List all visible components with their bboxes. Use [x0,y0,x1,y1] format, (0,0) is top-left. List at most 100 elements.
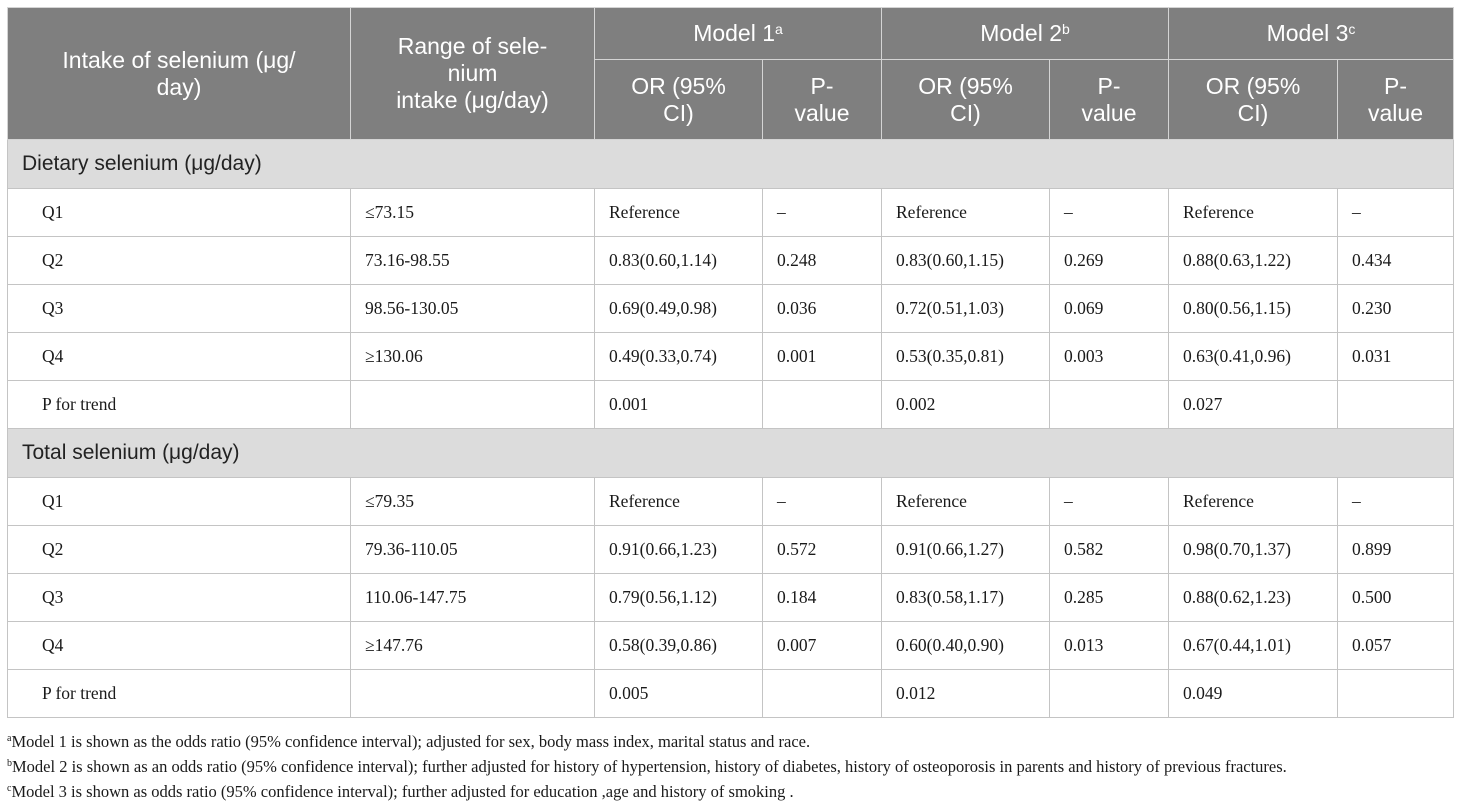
range-cell [350,380,595,429]
quintile-cell: Q1 [7,188,351,237]
section-row: Total selenium (μg/day) [6,428,1455,478]
model1-or-cell: 0.001 [594,380,763,429]
table-header: Intake of selenium (μg/ day) Range of se… [7,7,1455,140]
header-model-3: Model 3c [1167,7,1455,60]
table-row: Q1 ≤79.35 Reference – Reference – Reference – [7,477,1455,526]
model3-p-cell: 0.230 [1336,284,1455,333]
range-cell: ≤79.35 [350,477,595,526]
model1-p-cell: 0.036 [762,284,882,333]
header-or-ci: OR (95% CI) [1168,59,1338,140]
range-cell: ≤73.15 [350,188,595,237]
model3-p-cell [1336,380,1455,429]
model3-p-cell: 0.434 [1336,236,1455,285]
section-row: Dietary selenium (μg/day) [6,139,1455,189]
results-table-container: Intake of selenium (μg/ day) Range of se… [6,7,1455,718]
quintile-cell: Q2 [7,236,351,285]
model3-or-cell: 0.049 [1168,669,1338,718]
table-body: Dietary selenium (μg/day) Q1 ≤73.15 Referen… [6,139,1455,718]
model3-p-cell: 0.031 [1336,332,1455,381]
range-cell: ≥130.06 [350,332,595,381]
model1-or-cell: 0.69(0.49,0.98) [594,284,763,333]
model3-p-cell: 0.500 [1336,573,1455,622]
model1-or-cell: 0.49(0.33,0.74) [594,332,763,381]
model3-p-cell: – [1336,188,1455,237]
header-model-2: Model 2b [881,7,1169,60]
model3-or-cell: Reference [1168,477,1338,526]
table-row: Q4 ≥147.76 0.58(0.39,0.86) 0.007 0.60(0.40,0… [7,621,1455,670]
model3-or-cell: Reference [1168,188,1338,237]
model2-p-cell [1049,669,1169,718]
range-cell [350,669,595,718]
section-title: Total selenium (μg/day) [6,428,1455,478]
quintile-cell: Q2 [7,525,351,574]
table-row: P for trend 0.001 0.002 0.027 [7,380,1455,429]
model1-p-cell: – [762,188,882,237]
model3-or-cell: 0.98(0.70,1.37) [1168,525,1338,574]
model2-or-cell: Reference [881,477,1050,526]
model2-or-cell: 0.53(0.35,0.81) [881,332,1050,381]
model2-p-cell: 0.582 [1049,525,1169,574]
model2-p-cell: 0.069 [1049,284,1169,333]
header-p-value: P- value [762,59,882,140]
model2-or-cell: 0.002 [881,380,1050,429]
table-row: Q3 98.56-130.05 0.69(0.49,0.98) 0.036 0.72(0… [7,284,1455,333]
model2-p-cell: 0.003 [1049,332,1169,381]
range-cell: 98.56-130.05 [350,284,595,333]
model3-or-cell: 0.027 [1168,380,1338,429]
table-row: Q4 ≥130.06 0.49(0.33,0.74) 0.001 0.53(0.35,0… [7,332,1455,381]
section-title: Dietary selenium (μg/day) [6,139,1455,189]
model1-p-cell: – [762,477,882,526]
model2-p-cell: 0.013 [1049,621,1169,670]
model1-p-cell [762,669,882,718]
model3-or-cell: 0.88(0.63,1.22) [1168,236,1338,285]
quintile-cell: Q4 [7,332,351,381]
table-row: P for trend 0.005 0.012 0.049 [7,669,1455,718]
model2-p-cell: 0.285 [1049,573,1169,622]
quintile-cell: P for trend [7,669,351,718]
quintile-cell: Q1 [7,477,351,526]
model2-or-cell: 0.83(0.60,1.15) [881,236,1050,285]
footnote: aModel 1 is shown as the odds ratio (95%… [7,732,811,751]
model1-p-cell: 0.248 [762,236,882,285]
model2-p-cell: – [1049,188,1169,237]
table-row: Q3 110.06-147.75 0.79(0.56,1.12) 0.184 0.83(… [7,573,1455,622]
model3-p-cell: 0.899 [1336,525,1455,574]
model1-p-cell: 0.001 [762,332,882,381]
model1-or-cell: Reference [594,477,763,526]
table-row: Q2 79.36-110.05 0.91(0.66,1.23) 0.572 0.91(0… [7,525,1455,574]
header-p-value: P- value [1049,59,1169,140]
model2-p-cell [1049,380,1169,429]
quintile-cell: Q3 [7,573,351,622]
range-cell: ≥147.76 [350,621,595,670]
quintile-cell: Q4 [7,621,351,670]
model2-or-cell: 0.72(0.51,1.03) [881,284,1050,333]
model3-or-cell: 0.63(0.41,0.96) [1168,332,1338,381]
model2-p-cell: 0.269 [1049,236,1169,285]
model1-or-cell: 0.58(0.39,0.86) [594,621,763,670]
model2-or-cell: Reference [881,188,1050,237]
model1-p-cell: 0.007 [762,621,882,670]
model2-or-cell: 0.91(0.66,1.27) [881,525,1050,574]
model3-p-cell: – [1336,477,1455,526]
model1-or-cell: Reference [594,188,763,237]
model3-or-cell: 0.88(0.62,1.23) [1168,573,1338,622]
header-range: Range of sele- nium intake (μg/day) [350,7,595,140]
model3-p-cell [1336,669,1455,718]
model2-or-cell: 0.60(0.40,0.90) [881,621,1050,670]
model1-or-cell: 0.83(0.60,1.14) [594,236,763,285]
header-or-ci: OR (95% CI) [881,59,1050,140]
model1-p-cell: 0.572 [762,525,882,574]
model1-or-cell: 0.79(0.56,1.12) [594,573,763,622]
header-p-value: P- value [1336,59,1455,140]
range-cell: 110.06-147.75 [350,573,595,622]
model3-p-cell: 0.057 [1336,621,1455,670]
model3-or-cell: 0.67(0.44,1.01) [1168,621,1338,670]
header-or-ci: OR (95% CI) [594,59,763,140]
selenium-odds-ratio-table: Intake of selenium (μg/ day) Range of se… [6,7,1455,718]
range-cell: 79.36-110.05 [350,525,595,574]
model2-or-cell: 0.83(0.58,1.17) [881,573,1050,622]
footnote: cModel 3 is shown as odds ratio (95% con… [7,782,794,801]
table-row: Q1 ≤73.15 Reference – Reference – Reference – [7,188,1455,237]
range-cell: 73.16-98.55 [350,236,595,285]
model1-p-cell: 0.184 [762,573,882,622]
